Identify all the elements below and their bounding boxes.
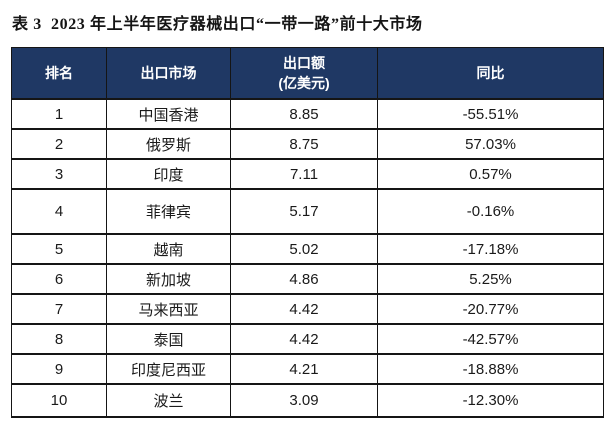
value-cell: 5.02 (230, 233, 378, 265)
market-cell: 泰国 (106, 323, 231, 355)
market-cell: 印度 (106, 158, 231, 190)
value-cell: 4.42 (230, 323, 378, 355)
table-row: 3 印度 7.11 0.57% (11, 158, 604, 190)
table-row: 8 泰国 4.42 -42.57% (11, 323, 604, 355)
value-cell: 8.75 (230, 128, 378, 160)
yoy-cell: -17.18% (377, 233, 604, 265)
value-cell: 5.17 (230, 188, 378, 235)
value-cell: 7.11 (230, 158, 378, 190)
value-cell: 4.42 (230, 293, 378, 325)
rank-cell: 7 (11, 293, 107, 325)
yoy-cell: -0.16% (377, 188, 604, 235)
rank-cell: 6 (11, 263, 107, 295)
table-row: 6 新加坡 4.86 5.25% (11, 263, 604, 295)
yoy-cell: 0.57% (377, 158, 604, 190)
header-rank: 排名 (11, 47, 107, 100)
value-cell: 3.09 (230, 383, 378, 418)
value-cell: 4.21 (230, 353, 378, 385)
yoy-cell: -42.57% (377, 323, 604, 355)
rank-cell: 8 (11, 323, 107, 355)
market-cell: 越南 (106, 233, 231, 265)
market-cell: 中国香港 (106, 98, 231, 130)
value-cell: 8.85 (230, 98, 378, 130)
rank-cell: 2 (11, 128, 107, 160)
header-market: 出口市场 (106, 47, 231, 100)
rank-cell: 3 (11, 158, 107, 190)
table-title: 表 3 2023 年上半年医疗器械出口“一带一路”前十大市场 (12, 16, 423, 33)
header-value: 出口额 (亿美元) (230, 47, 378, 100)
table-row: 2 俄罗斯 8.75 57.03% (11, 128, 604, 160)
yoy-cell: -55.51% (377, 98, 604, 130)
yoy-cell: 5.25% (377, 263, 604, 295)
yoy-cell: -20.77% (377, 293, 604, 325)
rank-cell: 9 (11, 353, 107, 385)
market-cell: 印度尼西亚 (106, 353, 231, 385)
header-yoy: 同比 (377, 47, 604, 100)
market-cell: 俄罗斯 (106, 128, 231, 160)
table-row: 7 马来西亚 4.42 -20.77% (11, 293, 604, 325)
table-row: 9 印度尼西亚 4.21 -18.88% (11, 353, 604, 385)
rank-cell: 1 (11, 98, 107, 130)
value-cell: 4.86 (230, 263, 378, 295)
export-table: 排名 出口市场 出口额 (亿美元) 同比 1 中国香港 8.85 -55.51%… (11, 47, 604, 418)
rank-cell: 4 (11, 188, 107, 235)
rank-cell: 5 (11, 233, 107, 265)
yoy-cell: -18.88% (377, 353, 604, 385)
market-cell: 菲律宾 (106, 188, 231, 235)
market-cell: 新加坡 (106, 263, 231, 295)
table-row: 1 中国香港 8.85 -55.51% (11, 98, 604, 130)
table-header-row: 排名 出口市场 出口额 (亿美元) 同比 (11, 47, 604, 100)
yoy-cell: -12.30% (377, 383, 604, 418)
yoy-cell: 57.03% (377, 128, 604, 160)
table-row: 5 越南 5.02 -17.18% (11, 233, 604, 265)
table-row: 10 波兰 3.09 -12.30% (11, 383, 604, 418)
market-cell: 波兰 (106, 383, 231, 418)
market-cell: 马来西亚 (106, 293, 231, 325)
table-row: 4 菲律宾 5.17 -0.16% (11, 188, 604, 235)
rank-cell: 10 (11, 383, 107, 418)
